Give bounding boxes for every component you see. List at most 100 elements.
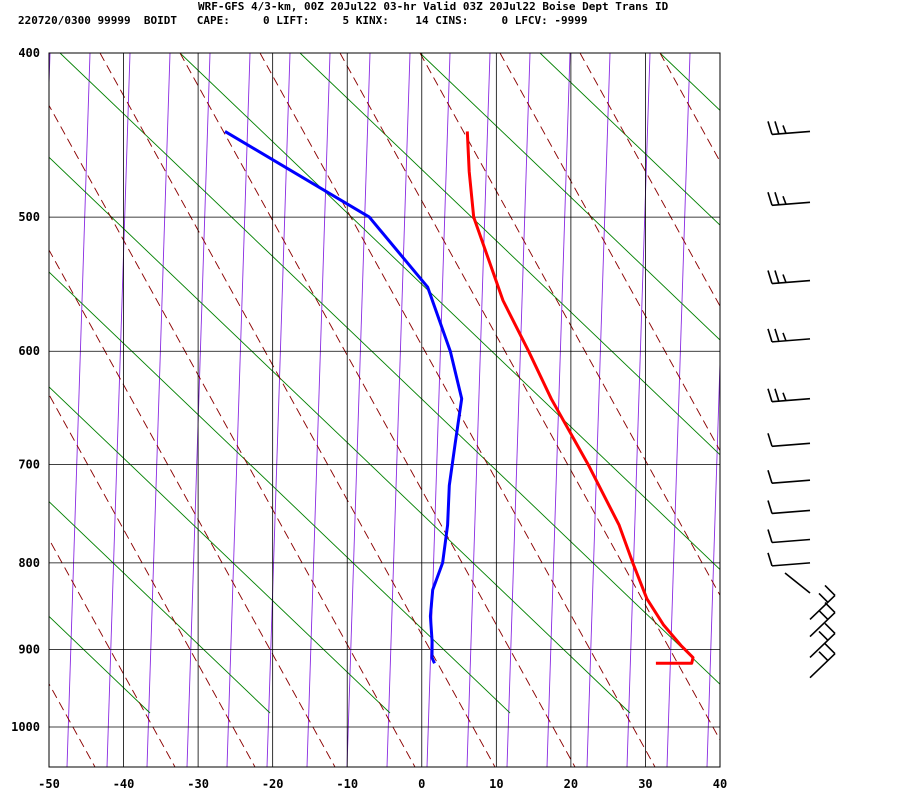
dry-adiabat-line	[499, 53, 720, 452]
barb-flag	[782, 125, 787, 134]
barb-flag	[774, 192, 780, 206]
mixing-ratio-line	[386, 53, 411, 767]
x-tick-label: 40	[713, 777, 727, 791]
y-tick-labels: 400 500 600 700 800 900 1000	[11, 46, 40, 734]
moist-adiabat-line	[49, 386, 391, 714]
dry-adiabat-line	[579, 53, 720, 307]
barb-flag	[818, 609, 829, 621]
barb-flag	[767, 469, 773, 484]
x-tick-label: 0	[418, 777, 425, 791]
moist-adiabat-line	[539, 53, 720, 226]
barb-flag	[824, 584, 836, 597]
grid	[49, 53, 720, 767]
dewpoint-line	[224, 130, 464, 664]
sounding-indices: 220720/0300 99999 BOIDT CAPE: 0 LIFT: 5 …	[18, 14, 588, 27]
x-tick-label: 20	[564, 777, 578, 791]
dry-adiabat-line	[49, 538, 176, 767]
x-tick-label: 30	[638, 777, 652, 791]
barb-flag	[824, 622, 836, 634]
barb-shaft	[809, 632, 836, 658]
dry-adiabat-line	[49, 393, 256, 767]
barb-flag	[767, 192, 773, 206]
barb-flag	[767, 433, 773, 447]
wind-barb	[767, 433, 811, 448]
y-tick-label: 900	[18, 642, 40, 656]
moist-adiabat-line	[299, 53, 720, 456]
dry-adiabat-line	[659, 53, 720, 163]
barb-flag	[824, 643, 836, 655]
barb-shaft	[771, 562, 811, 567]
wind-barb	[767, 121, 811, 136]
y-tick-label: 1000	[11, 720, 40, 734]
chart-header: WRF-GFS 4/3-km, 00Z 20Jul22 03-hr Valid …	[0, 0, 900, 30]
mixing-ratio-line	[266, 53, 291, 767]
y-tick-label: 400	[18, 46, 40, 60]
barb-flag	[818, 592, 829, 604]
barb-shaft	[809, 611, 836, 638]
wind-barb	[767, 500, 811, 515]
moist-adiabat-line	[49, 156, 631, 714]
x-tick-label: 10	[489, 777, 503, 791]
wind-barb	[809, 601, 836, 638]
mixing-ratio-line	[666, 53, 691, 767]
barb-flag	[767, 328, 773, 343]
y-tick-label: 700	[18, 458, 40, 472]
dry-adiabat-line	[339, 53, 720, 741]
chart-title: WRF-GFS 4/3-km, 00Z 20Jul22 03-hr Valid …	[198, 0, 669, 13]
mixing-ratio-line	[506, 53, 531, 767]
barb-flag	[774, 121, 780, 135]
background-lines	[0, 53, 900, 767]
barb-shaft	[771, 442, 811, 448]
barb-flag	[782, 332, 787, 342]
mixing-ratio-line	[346, 53, 371, 767]
barb-flag	[774, 328, 780, 343]
temperature-line	[465, 131, 695, 665]
plot-frame	[48, 52, 721, 768]
dry-adiabat-line	[0, 53, 15, 767]
barb-flag	[767, 529, 773, 543]
wind-barbs	[767, 121, 836, 679]
series-layer	[224, 130, 695, 665]
x-tick-label: -10	[336, 777, 358, 791]
barb-shaft	[809, 594, 836, 621]
dry-adiabat-line	[419, 53, 720, 597]
barb-flag	[824, 601, 836, 614]
wind-barb	[767, 328, 811, 343]
wind-barb	[767, 270, 811, 285]
x-tick-label: -20	[262, 777, 284, 791]
moist-adiabat-line	[659, 53, 720, 112]
wind-barb	[809, 643, 836, 679]
mixing-ratio-line	[66, 53, 91, 767]
moist-adiabat-line	[780, 53, 900, 713]
moist-adiabat-line	[59, 53, 720, 685]
mixing-ratio-line	[586, 53, 611, 767]
barb-flag	[767, 388, 773, 402]
barb-flag	[767, 121, 773, 135]
mixing-ratio-line	[426, 53, 451, 767]
barb-flag	[818, 630, 829, 641]
y-tick-label: 500	[18, 210, 40, 224]
mixing-ratio-line	[0, 53, 10, 767]
barb-flag	[774, 388, 780, 402]
dry-adiabat-line	[49, 682, 96, 767]
barb-flag	[818, 651, 829, 662]
mixing-ratio-line	[49, 53, 51, 99]
y-tick-label: 600	[18, 344, 40, 358]
y-tick-label: 800	[18, 556, 40, 570]
wind-barb	[767, 388, 811, 403]
wind-barb	[809, 622, 836, 658]
moist-adiabat-line	[419, 53, 720, 341]
mixing-ratio-line	[466, 53, 491, 767]
moist-adiabat-line	[0, 53, 30, 713]
moist-adiabat-line	[49, 500, 271, 714]
x-tick-label: -50	[38, 777, 60, 791]
wind-barb	[767, 192, 811, 207]
x-tick-label: -30	[187, 777, 209, 791]
barb-flag	[782, 392, 787, 402]
dry-adiabat-line	[740, 53, 900, 767]
dry-adiabat-line	[49, 249, 336, 767]
barb-shaft	[784, 572, 811, 594]
wind-barb	[767, 552, 811, 567]
moist-adiabat-line	[49, 271, 511, 714]
